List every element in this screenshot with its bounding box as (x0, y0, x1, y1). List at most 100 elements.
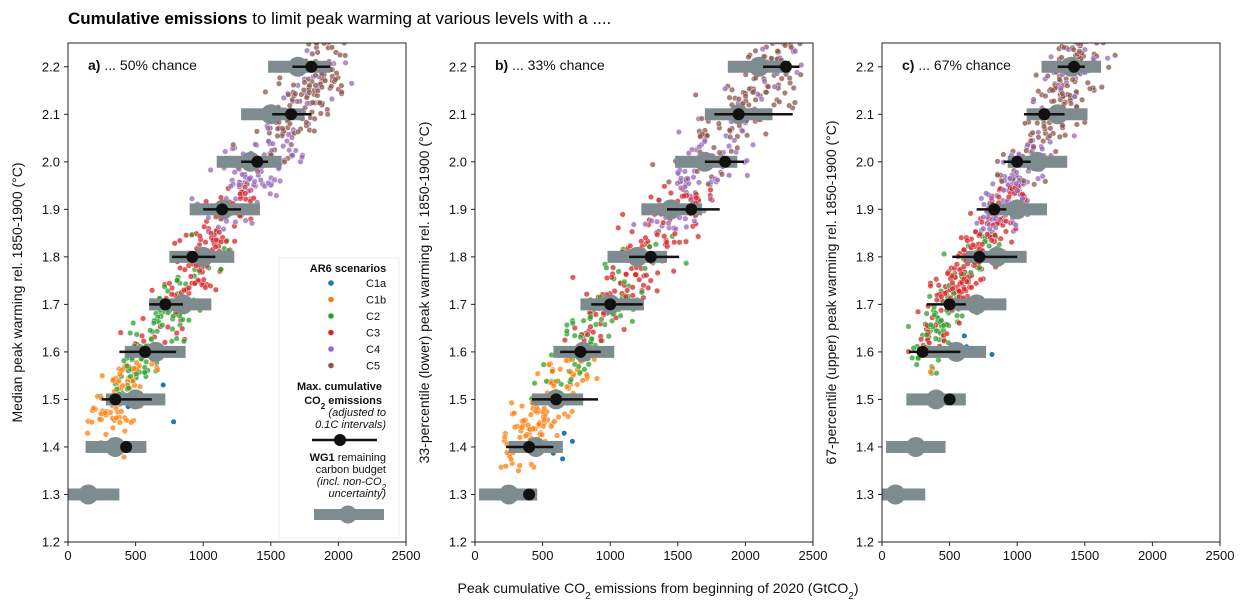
scenario-point (1024, 141, 1031, 148)
scenario-point (684, 175, 691, 182)
scenario-point (276, 80, 283, 87)
scenario-point (958, 270, 965, 277)
scenario-point (127, 373, 134, 380)
scenario-point (1069, 76, 1076, 83)
scenario-point (202, 284, 209, 291)
scenario-point (223, 238, 230, 245)
x-tick-label: 1500 (1070, 548, 1099, 563)
scenario-point (168, 338, 175, 345)
scenario-point (1014, 187, 1021, 194)
scenario-point (729, 86, 736, 93)
legend-label-c1b: C1b (366, 295, 386, 307)
legend-items: C1a C1b C2 C3 C4 C5 (328, 278, 387, 373)
scenario-point (222, 148, 229, 155)
scenario-point (332, 76, 339, 83)
scenario-point (923, 331, 930, 338)
wg1-budget-dot (260, 104, 281, 125)
scenario-point (304, 100, 311, 107)
scenario-point (294, 98, 301, 105)
scenario-point (995, 194, 1002, 201)
scenario-point (251, 178, 258, 185)
max-cumulative-dot (1038, 108, 1051, 121)
scenario-point (624, 287, 631, 294)
scenario-point (138, 332, 145, 339)
scenario-point (102, 431, 109, 438)
scenario-point (286, 147, 293, 154)
scenario-point (1029, 129, 1036, 136)
scenario-point (1023, 147, 1030, 154)
scenario-point (970, 241, 977, 248)
legend-heading: AR6 scenarios (310, 263, 386, 275)
scenario-point (1020, 177, 1027, 184)
legend-wg1-note-1-sub: 2 (381, 483, 387, 492)
scenario-point (176, 237, 183, 244)
scenario-point (1091, 30, 1097, 36)
scenario-point (1048, 53, 1055, 60)
scenario-point (1059, 90, 1066, 97)
scenario-point (735, 96, 742, 103)
scenario-point (548, 352, 555, 359)
scenario-point (643, 272, 650, 279)
scenario-point (188, 195, 195, 202)
scenario-point (742, 93, 749, 100)
x-tick-label: 0 (878, 548, 885, 563)
scenario-point (290, 81, 297, 88)
scenario-point (342, 59, 349, 66)
scenario-point (989, 180, 996, 187)
scenario-point (918, 336, 925, 343)
scenario-point (170, 313, 177, 320)
scenario-point (615, 268, 622, 275)
scenario-point (598, 337, 605, 344)
scenario-point (726, 143, 733, 150)
x-tick-label: 2000 (1138, 548, 1167, 563)
panel-label-bold: a) (88, 57, 100, 73)
scenario-point (787, 32, 793, 38)
scenario-point (667, 189, 674, 196)
scenario-point (938, 317, 945, 324)
scenario-point (714, 176, 721, 183)
scenario-point (605, 333, 612, 340)
scenario-point (1093, 43, 1100, 46)
scenario-point (665, 178, 672, 185)
x-tick-label: 500 (125, 548, 147, 563)
scenario-point (84, 430, 91, 437)
scenario-point (727, 133, 734, 140)
scenario-point (213, 236, 220, 243)
scenario-point (541, 405, 548, 412)
scenario-point (127, 330, 134, 337)
scenario-point (187, 273, 194, 280)
scenario-point (312, 36, 318, 42)
legend-label-c2: C2 (366, 311, 380, 323)
scenario-point (1035, 134, 1042, 141)
y-tick-label: 1.2 (42, 535, 60, 550)
scenario-point (1040, 123, 1047, 130)
scenario-point (528, 461, 535, 468)
scenario-point (183, 232, 190, 239)
scenario-point (636, 276, 643, 283)
scenario-point (166, 280, 173, 287)
scenario-point (961, 246, 968, 253)
max-cumulative-dot (251, 155, 264, 168)
scenario-point (306, 82, 313, 89)
scenario-point (976, 264, 983, 271)
scenario-point (185, 317, 192, 324)
scenario-point (654, 218, 661, 225)
legend-max-title-2-sub: 2 (321, 402, 326, 411)
scenario-point (1031, 181, 1038, 188)
scenario-point (150, 320, 157, 327)
scenario-point (905, 323, 912, 330)
legend-max-title-1: Max. cumulative (297, 381, 382, 393)
scenario-point (527, 426, 534, 433)
scenario-point (1033, 72, 1040, 79)
scenario-point (621, 326, 628, 333)
scenario-point (958, 234, 965, 241)
scenario-point (745, 101, 752, 108)
scenario-point (705, 180, 712, 187)
scenario-point (752, 47, 759, 54)
scenario-point (768, 55, 775, 62)
scenario-point (938, 307, 945, 314)
scenario-point (994, 158, 1001, 165)
scenario-point (1008, 239, 1015, 246)
panel-frame (67, 42, 407, 543)
scenario-point (619, 211, 626, 218)
